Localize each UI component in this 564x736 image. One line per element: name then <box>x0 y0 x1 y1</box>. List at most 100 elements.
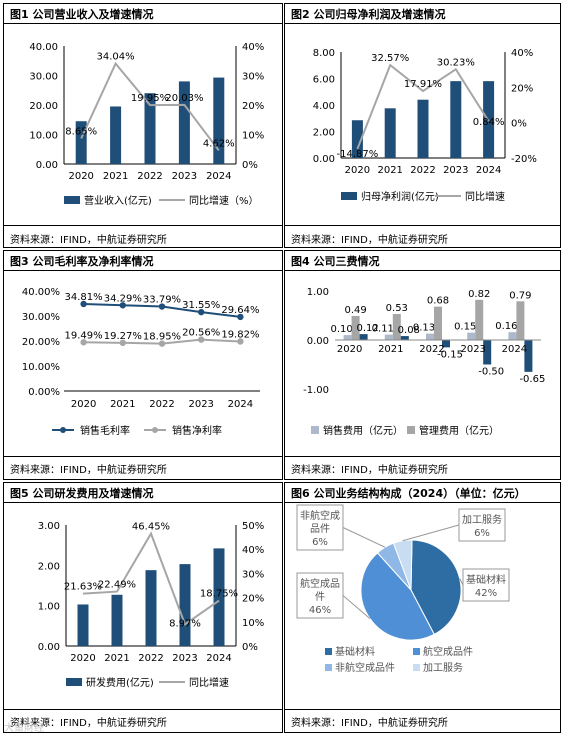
pie-label-text: 6% <box>312 537 328 548</box>
series-point <box>158 303 166 310</box>
legend-line-label: 同比增速（%） <box>189 194 259 207</box>
legend-bar-swatch <box>341 192 357 200</box>
bar-data-label: -0.15 <box>437 349 463 360</box>
pie-label-text: 42% <box>475 588 497 599</box>
y-right-tick-label: 30% <box>242 72 264 83</box>
bar <box>111 594 123 646</box>
legend-swatch <box>413 664 420 671</box>
y-right-tick-label: 0% <box>242 642 258 653</box>
bar <box>442 340 450 348</box>
x-tick-label: 2022 <box>149 399 174 410</box>
watermark-text: 大鱼財经 <box>4 723 44 734</box>
series-data-label: 19.82% <box>221 329 259 340</box>
growth-data-label: 30.23% <box>437 57 475 68</box>
y-right-tick-label: 20% <box>511 83 533 94</box>
x-tick-label: 2022 <box>410 165 435 176</box>
y-right-tick-label: 20% <box>242 594 264 605</box>
y-right-tick-label: 10% <box>242 131 264 142</box>
y-tick-label: 0.00% <box>28 387 60 398</box>
growth-data-label: 21.63% <box>64 582 102 593</box>
series-data-label: 34.29% <box>104 293 142 304</box>
bar-data-label: -0.65 <box>519 374 545 385</box>
legend-bar-label: 营业收入(亿元) <box>84 194 152 207</box>
panel-margin: 图3 公司毛利率及净利率情况 0.00% 10.00% 20.00% 30.00% 40… <box>3 250 283 480</box>
bar <box>400 336 409 340</box>
y-left-tick-label: 0.00 <box>38 642 60 653</box>
bar <box>343 335 352 340</box>
y-tick-label: 20.00% <box>22 337 60 348</box>
legend-swatch <box>407 426 415 434</box>
y-left-tick-label: 40.00 <box>29 42 58 53</box>
x-tick-label: 2023 <box>188 399 213 410</box>
bar <box>359 334 368 340</box>
pie-label-box <box>462 568 510 602</box>
y-right-tick-label: 20% <box>242 101 264 112</box>
pie-label-box <box>296 504 344 551</box>
pie-label-text: 非航空成 <box>300 509 340 522</box>
source-note: 资料来源：IFIND，中航证券研究所 <box>291 235 448 246</box>
pie-label-text: 基础材料 <box>466 573 506 586</box>
series-point <box>237 313 244 321</box>
x-tick-label: 2021 <box>104 653 129 664</box>
pie-label-text: 件 <box>315 591 325 603</box>
legend-bar-swatch <box>66 678 82 686</box>
pie-slice <box>392 539 413 591</box>
y-left-tick-label: 30.00 <box>29 72 58 83</box>
margin-chart: 0.00% 10.00% 20.00% 30.00% 40.00% 34.81% 34.29… <box>22 287 260 437</box>
bar-data-label: 0.08 <box>398 325 420 336</box>
legend-bar-label: 研发费用(亿元) <box>86 676 154 689</box>
x-tick-label: 2024 <box>476 165 501 176</box>
x-tick-label: 2024 <box>206 171 231 182</box>
pie-label-text: 6% <box>474 528 490 539</box>
bar <box>178 81 190 164</box>
pie-label-box <box>458 508 506 542</box>
legend-swatch <box>325 648 332 655</box>
x-tick-label: 2022 <box>419 344 444 355</box>
x-tick-label: 2024 <box>206 653 231 664</box>
panel-business-mix: 图6 公司业务结构构成（2024）（单位：亿元） 基础材料 42% 航空成品件 46%… <box>284 482 561 733</box>
y-left-tick-label: 6.00 <box>313 75 335 86</box>
growth-data-label: 8.97% <box>169 618 201 629</box>
bar <box>213 77 225 164</box>
x-tick-label: 2020 <box>345 165 370 176</box>
bar <box>508 332 517 340</box>
growth-line <box>80 61 220 151</box>
x-tick-label: 2020 <box>68 171 93 182</box>
x-tick-label: 2021 <box>377 165 402 176</box>
bar <box>426 333 434 340</box>
rnd-chart: 0.001.002.003.000%10%20%30%40%50%21.63%2… <box>38 521 265 689</box>
growth-data-label: 18.75% <box>200 589 238 600</box>
x-tick-label: 2023 <box>443 165 468 176</box>
expenses-chart: -1.00 0.00 1.00 0.10 0.11 0.13 0.15 0.16 0.49 0.5… <box>303 287 545 437</box>
legend-label: 销售费用（亿元） <box>323 424 403 437</box>
legend-swatch-marker <box>152 427 158 433</box>
y-left-tick-label: 3.00 <box>38 521 60 532</box>
bar <box>483 340 492 365</box>
bar <box>77 604 89 646</box>
series-point <box>119 302 127 309</box>
y-left-tick-label: 0.00 <box>36 160 58 171</box>
bar <box>75 121 87 164</box>
bar-data-label: 0.68 <box>427 296 449 307</box>
bar <box>467 332 476 340</box>
y-right-tick-label: 50% <box>242 521 264 532</box>
x-tick-label: 2021 <box>110 399 135 410</box>
legend-line-label: 同比增速 <box>189 676 229 689</box>
growth-data-label: 22.49% <box>98 580 136 591</box>
series-point <box>158 340 166 347</box>
bar <box>213 548 225 646</box>
growth-data-label: 34.04% <box>97 52 135 63</box>
panel-rnd: 图5 公司研发费用及增速情况 0.00 1.00 2.00 3.00 0% 10% 20% 3… <box>3 482 283 733</box>
legend-label: 航空成品件 <box>423 645 473 658</box>
bar <box>450 81 462 158</box>
growth-data-label: 17.91% <box>404 79 442 90</box>
legend-label: 基础材料 <box>335 645 375 658</box>
series-data-label: 34.81% <box>65 292 103 303</box>
pie-slice <box>410 539 462 635</box>
series-data-label: 18.95% <box>143 332 181 343</box>
series-point <box>237 338 244 345</box>
bar <box>351 120 363 158</box>
y-tick-label: -1.00 <box>303 385 329 396</box>
growth-data-label: 4.62% <box>203 138 235 149</box>
